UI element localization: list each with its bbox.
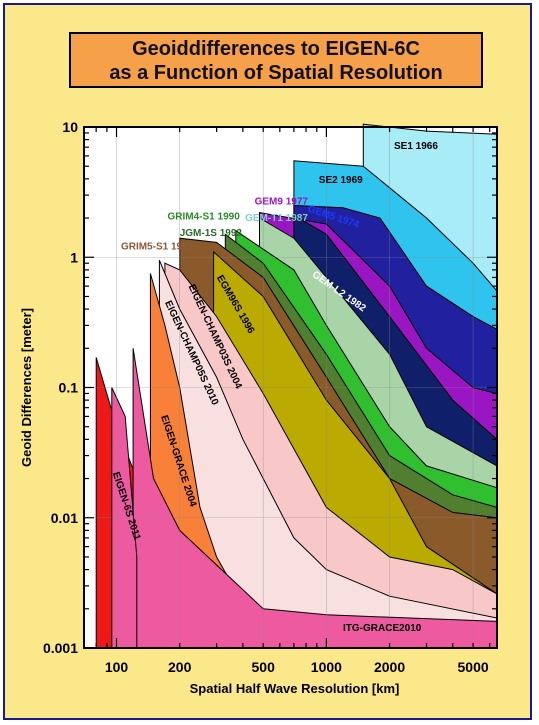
y-tick-label: 0.001: [43, 640, 78, 656]
y-tick-label: 1: [70, 249, 78, 265]
y-tick-label: 0.01: [51, 510, 78, 526]
x-tick-label: 5000: [458, 659, 489, 675]
series-label-se1-1966: SE1 1966: [394, 141, 438, 152]
x-tick-label: 2000: [374, 659, 405, 675]
series-label-jgm-1s-1993: JGM-1S 1993: [180, 228, 243, 239]
x-tick-label: 1000: [311, 659, 342, 675]
chart-title-box: Geoiddifferences to EIGEN-6C as a Functi…: [69, 32, 483, 88]
chart-title-line-2: as a Function of Spatial Resolution: [109, 62, 443, 84]
x-axis-label: Spatial Half Wave Resolution [km]: [190, 681, 400, 696]
x-tick-label: 500: [252, 659, 276, 675]
y-tick-label: 0.1: [59, 380, 79, 396]
chart-title-line-1: Geoiddifferences to EIGEN-6C: [132, 38, 420, 60]
y-axis-label: Geoid Differences [meter]: [19, 308, 34, 467]
x-tick-label: 200: [168, 659, 192, 675]
series-label-itg-grace2010: ITG-GRACE2010: [343, 623, 422, 634]
series-label-gem-t1-1987: GEM-T1 1987: [245, 213, 308, 224]
series-label-grim4-s1-1990: GRIM4-S1 1990: [168, 211, 241, 222]
x-tick-label: 100: [105, 659, 129, 675]
series-label-se2-1969: SE2 1969: [319, 175, 363, 186]
y-tick-label: 10: [62, 119, 78, 135]
series-label-gem9-1977: GEM9 1977: [255, 196, 309, 207]
series-label-grim5-s1-1999: GRIM5-S1 1999: [121, 241, 194, 252]
